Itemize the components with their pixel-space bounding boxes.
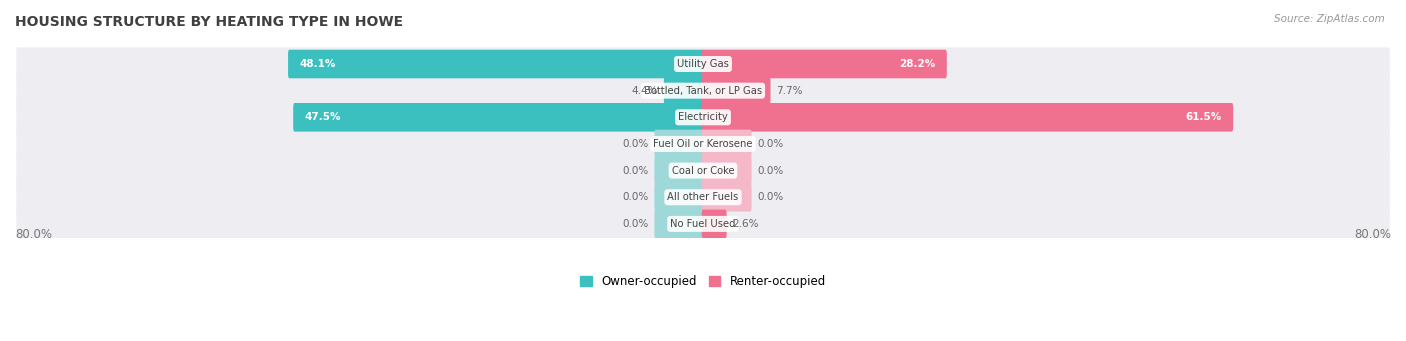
FancyBboxPatch shape bbox=[654, 130, 704, 158]
FancyBboxPatch shape bbox=[17, 74, 1389, 107]
FancyBboxPatch shape bbox=[702, 183, 752, 211]
FancyBboxPatch shape bbox=[702, 156, 752, 185]
FancyBboxPatch shape bbox=[654, 210, 704, 238]
Text: 7.7%: 7.7% bbox=[776, 86, 803, 96]
Text: HOUSING STRUCTURE BY HEATING TYPE IN HOWE: HOUSING STRUCTURE BY HEATING TYPE IN HOW… bbox=[15, 15, 404, 29]
FancyBboxPatch shape bbox=[654, 156, 704, 185]
FancyBboxPatch shape bbox=[702, 76, 770, 105]
Text: 0.0%: 0.0% bbox=[623, 219, 648, 229]
Text: No Fuel Used: No Fuel Used bbox=[671, 219, 735, 229]
FancyBboxPatch shape bbox=[17, 47, 1389, 80]
Text: Utility Gas: Utility Gas bbox=[678, 59, 728, 69]
Text: 0.0%: 0.0% bbox=[758, 166, 783, 176]
FancyBboxPatch shape bbox=[294, 103, 704, 132]
Text: 0.0%: 0.0% bbox=[623, 166, 648, 176]
Text: 48.1%: 48.1% bbox=[299, 59, 336, 69]
FancyBboxPatch shape bbox=[288, 50, 704, 78]
Text: Source: ZipAtlas.com: Source: ZipAtlas.com bbox=[1274, 14, 1385, 24]
Text: 61.5%: 61.5% bbox=[1185, 112, 1222, 122]
FancyBboxPatch shape bbox=[702, 50, 946, 78]
Text: Coal or Coke: Coal or Coke bbox=[672, 166, 734, 176]
FancyBboxPatch shape bbox=[17, 101, 1389, 134]
FancyBboxPatch shape bbox=[702, 210, 727, 238]
FancyBboxPatch shape bbox=[17, 181, 1389, 214]
Text: 47.5%: 47.5% bbox=[305, 112, 342, 122]
Text: 2.6%: 2.6% bbox=[733, 219, 759, 229]
Text: 0.0%: 0.0% bbox=[623, 139, 648, 149]
FancyBboxPatch shape bbox=[654, 183, 704, 211]
Text: 80.0%: 80.0% bbox=[1354, 228, 1391, 241]
Text: 0.0%: 0.0% bbox=[758, 192, 783, 202]
Text: Electricity: Electricity bbox=[678, 112, 728, 122]
FancyBboxPatch shape bbox=[664, 76, 704, 105]
FancyBboxPatch shape bbox=[17, 207, 1389, 240]
Text: 0.0%: 0.0% bbox=[623, 192, 648, 202]
Text: 0.0%: 0.0% bbox=[758, 139, 783, 149]
Text: Fuel Oil or Kerosene: Fuel Oil or Kerosene bbox=[654, 139, 752, 149]
FancyBboxPatch shape bbox=[17, 154, 1389, 187]
Text: 4.4%: 4.4% bbox=[631, 86, 658, 96]
FancyBboxPatch shape bbox=[702, 130, 752, 158]
Text: All other Fuels: All other Fuels bbox=[668, 192, 738, 202]
Text: Bottled, Tank, or LP Gas: Bottled, Tank, or LP Gas bbox=[644, 86, 762, 96]
FancyBboxPatch shape bbox=[702, 103, 1233, 132]
Text: 28.2%: 28.2% bbox=[898, 59, 935, 69]
Text: 80.0%: 80.0% bbox=[15, 228, 52, 241]
Legend: Owner-occupied, Renter-occupied: Owner-occupied, Renter-occupied bbox=[579, 275, 827, 288]
FancyBboxPatch shape bbox=[17, 128, 1389, 161]
